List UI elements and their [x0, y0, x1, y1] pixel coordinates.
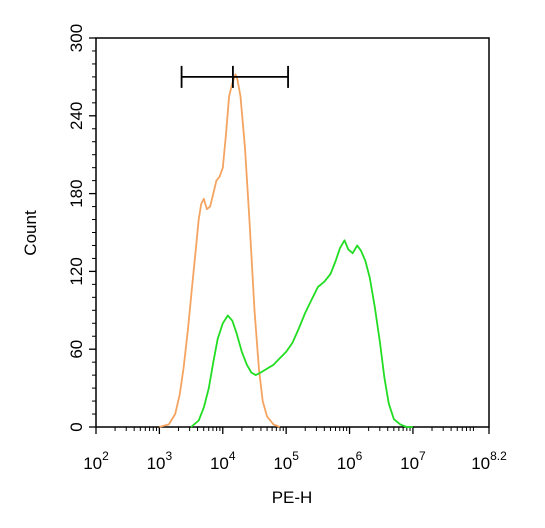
- y-tick-label: 240: [67, 102, 86, 130]
- x-tick-label: 106: [337, 449, 363, 473]
- y-axis-title: Count: [21, 210, 40, 256]
- x-tick-label: 108.2: [471, 449, 507, 473]
- x-ticks: 102 103 104 105 106 107 108.2: [83, 427, 507, 473]
- y-tick-label: 300: [67, 24, 86, 52]
- x-tick-label: 105: [273, 449, 299, 473]
- gate-marker: [180, 65, 289, 88]
- series-layer: [159, 73, 413, 428]
- y-ticks: 0 60 120 180 240 300: [67, 24, 96, 432]
- x-tick-label: 103: [147, 449, 173, 473]
- y-tick-label: 120: [67, 257, 86, 285]
- plot-frame: [95, 37, 490, 428]
- y-tick-label: 60: [67, 340, 86, 359]
- series-line-2: [190, 239, 413, 428]
- y-tick-label: 0: [67, 422, 86, 431]
- x-axis-title: PE-H: [272, 488, 313, 507]
- x-tick-label: 107: [400, 449, 426, 473]
- x-tick-label: 102: [83, 449, 109, 473]
- x-tick-label: 104: [210, 449, 236, 473]
- y-tick-label: 180: [67, 179, 86, 207]
- series-line-1: [159, 73, 281, 428]
